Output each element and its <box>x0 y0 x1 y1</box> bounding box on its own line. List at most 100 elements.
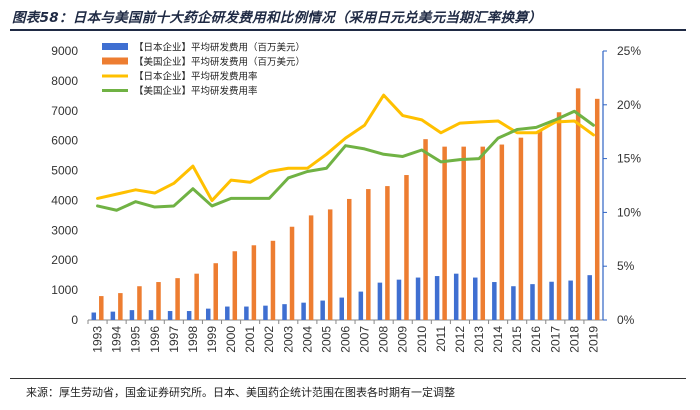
left-axis-tick-label: 5000 <box>51 164 78 178</box>
x-axis-tick-label: 2002 <box>262 326 276 353</box>
japan-rd-bar <box>396 279 402 320</box>
us-rd-bar <box>156 282 161 320</box>
source-divider <box>10 378 686 379</box>
legend-label: 【日本企业】平均研发费用率 <box>134 71 258 83</box>
us-rd-bar <box>404 175 409 320</box>
left-axis-tick-label: 7000 <box>51 104 78 118</box>
us-rd-bar <box>270 240 276 320</box>
us-rd-bar <box>556 112 562 321</box>
us-rd-bar <box>175 278 180 320</box>
us-rd-bar <box>480 146 486 320</box>
x-axis-tick-label: 1993 <box>91 326 105 353</box>
japan-rd-bar <box>186 311 192 320</box>
us-rd-bar <box>327 209 333 320</box>
us-rd-bar <box>423 139 428 320</box>
us-rd-bar <box>385 186 390 320</box>
source-note: 来源：厚生劳动省，国金证券研究所。日本、美国药企统计范围在图表各时期有一定调整 <box>26 386 455 399</box>
us-rd-bar <box>99 296 104 320</box>
japan-rd-bar <box>473 277 478 320</box>
right-axis-tick-label: 20% <box>617 98 641 112</box>
us-rd-bar <box>461 146 466 320</box>
x-axis-tick-label: 2016 <box>529 326 543 353</box>
us-rd-bar <box>232 251 238 320</box>
legend-swatch <box>102 43 128 50</box>
x-axis-tick-label: 2005 <box>319 326 333 353</box>
left-axis-tick-label: 0 <box>71 313 78 327</box>
right-axis-tick-label: 15% <box>617 152 641 166</box>
us-rd-bar <box>594 98 600 320</box>
left-axis-tick-label: 2000 <box>51 253 78 267</box>
x-axis-tick-label: 2008 <box>377 326 391 353</box>
x-axis-tick-label: 2007 <box>358 326 372 353</box>
x-axis-tick-label: 2004 <box>300 326 314 353</box>
us-rd-bar <box>289 226 295 320</box>
x-axis-tick-label: 2001 <box>243 326 257 353</box>
x-axis-tick-label: 1998 <box>186 326 200 353</box>
japan-rd-bar <box>148 310 154 320</box>
us-rd-bar <box>518 137 524 320</box>
left-axis-tick-label: 1000 <box>51 283 78 297</box>
us-rd-bar <box>575 88 581 320</box>
x-axis-tick-label: 2000 <box>224 326 238 353</box>
japan-rd-bar <box>453 273 459 320</box>
chart-title: 图表58：日本与美国前十大药企研发费用和比例情况（采用日元兑美元当期汇率换算） <box>12 10 542 26</box>
x-axis-tick-label: 2012 <box>453 326 467 353</box>
x-axis-tick-label: 1997 <box>167 326 181 353</box>
japan-rd-bar <box>301 302 306 320</box>
us-rd-bar <box>347 198 352 320</box>
japan-rd-bar <box>320 300 325 320</box>
us-rd-bar <box>213 263 218 320</box>
axes: 0 1000 2000 3000 4000 5000 6000 7000 8000 9000 0% 5… <box>51 44 641 353</box>
x-axis-tick-label: 2019 <box>586 326 600 353</box>
legend: 【日本企业】平均研发费用（百万美元） 【美国企业】平均研发费用（百万美元） 【日本企… <box>102 42 305 97</box>
x-axis-tick-label: 1999 <box>205 326 219 353</box>
line-series <box>96 93 595 212</box>
japan-rd-bar <box>530 284 535 320</box>
us-rd-ratio-line <box>96 109 595 212</box>
x-axis-tick-label: 1994 <box>110 326 124 353</box>
right-axis-tick-label: 10% <box>617 205 641 219</box>
legend-label: 【日本企业】平均研发费用（百万美元） <box>134 42 305 54</box>
bar-series <box>91 88 600 321</box>
us-rd-bar <box>499 144 505 320</box>
x-axis-tick-label: 2015 <box>510 326 524 353</box>
japan-rd-bar <box>205 308 211 320</box>
us-rd-bar <box>366 189 371 320</box>
us-rd-bar <box>194 273 199 320</box>
x-axis-tick-label: 2010 <box>415 326 429 353</box>
legend-swatch <box>102 57 128 65</box>
japan-rd-bar <box>339 297 344 320</box>
japan-rd-bar <box>587 275 592 320</box>
japan-rd-bar <box>167 311 173 320</box>
legend-label: 【美国企业】平均研发费用（百万美元） <box>134 56 305 68</box>
x-axis-tick-label: 2011 <box>434 326 448 352</box>
japan-rd-bar <box>129 310 135 320</box>
left-axis-tick-label: 6000 <box>51 134 78 148</box>
us-rd-bar <box>308 215 314 320</box>
left-axis-tick-label: 9000 <box>51 44 78 58</box>
right-axis-tick-label: 5% <box>617 259 635 273</box>
right-axis-tick-label: 0% <box>617 313 635 327</box>
x-axis-tick-label: 2006 <box>339 326 353 353</box>
legend-label: 【美国企业】平均研发费用率 <box>134 85 258 97</box>
left-axis-tick-label: 3000 <box>51 223 78 237</box>
x-axis-tick-label: 1996 <box>148 326 162 353</box>
x-axis-tick-label: 2009 <box>396 326 410 353</box>
us-rd-bar <box>118 293 123 320</box>
x-axis-tick-label: 2018 <box>567 326 581 353</box>
japan-rd-bar <box>434 276 440 320</box>
x-axis-tick-label: 2017 <box>548 326 562 353</box>
japan-rd-bar <box>244 306 249 320</box>
left-axis-tick-label: 4000 <box>51 193 78 207</box>
japan-rd-ratio-line <box>96 93 595 203</box>
japan-rd-bar <box>110 311 116 320</box>
us-rd-bar <box>537 130 543 320</box>
right-axis-tick-label: 25% <box>617 44 641 58</box>
x-axis-tick-label: 2003 <box>281 326 295 353</box>
japan-rd-bar <box>358 291 364 320</box>
japan-rd-bar <box>282 304 287 320</box>
japan-rd-bar <box>377 282 383 320</box>
left-axis-tick-label: 8000 <box>51 74 78 88</box>
x-axis-tick-label: 1995 <box>129 326 143 353</box>
title-divider <box>10 29 686 31</box>
